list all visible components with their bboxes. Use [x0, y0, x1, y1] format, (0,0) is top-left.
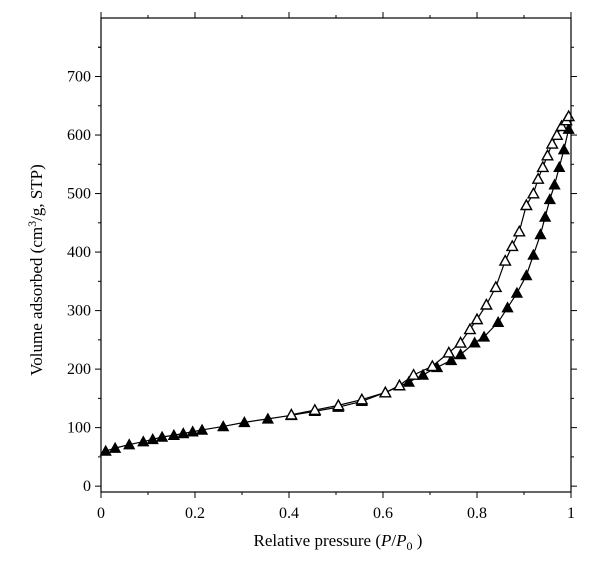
- y-axis-title-suffix: /g, STP): [27, 164, 46, 221]
- adsorption-point: [510, 286, 524, 298]
- x-axis-title: Relative pressure (P/P0 ): [254, 531, 423, 553]
- adsorption-point: [557, 143, 571, 155]
- adsorption-point: [468, 336, 481, 348]
- desorption-point: [550, 128, 564, 140]
- desorption-point: [463, 322, 477, 335]
- markers-layer: [99, 109, 576, 456]
- y-tick-label: 500: [67, 186, 91, 203]
- adsorption-point: [123, 438, 136, 450]
- desorption-point: [470, 312, 484, 325]
- desorption-point: [526, 186, 540, 199]
- x-axis-title-suffix: ): [413, 531, 423, 550]
- desorption-point: [425, 359, 439, 372]
- ticks-layer: 0 0.2 0.4 0.6 0.8 1 0 100 200 300 400 500 600 700: [67, 12, 577, 522]
- plot-frame: [100, 17, 572, 493]
- y-axis-title-superscript: 3: [25, 221, 39, 227]
- adsorption-point: [454, 348, 467, 360]
- adsorption-point: [553, 160, 566, 172]
- y-tick-label: 0: [83, 478, 91, 495]
- x-axis-title-subscript: 0: [407, 539, 413, 553]
- desorption-point: [454, 336, 468, 348]
- adsorption-point: [543, 193, 556, 205]
- adsorption-point: [155, 430, 169, 442]
- y-tick-label: 400: [67, 244, 91, 261]
- adsorption-point: [177, 427, 190, 439]
- adsorption-point: [238, 416, 251, 428]
- desorption-point: [284, 408, 298, 420]
- desorption-point: [479, 298, 493, 310]
- x-tick-label: 0.2: [185, 505, 205, 522]
- x-tick-label: 1: [567, 505, 575, 522]
- desorption-point: [545, 137, 559, 149]
- adsorption-point: [527, 248, 540, 260]
- y-axis-title-prefix: Volume adsorbed (cm: [27, 227, 46, 376]
- y-tick-label: 700: [67, 69, 91, 86]
- adsorption-point: [520, 269, 533, 281]
- adsorption-point: [137, 435, 150, 447]
- adsorption-point: [445, 354, 458, 366]
- desorption-point: [512, 224, 526, 237]
- adsorption-point: [99, 444, 112, 456]
- x-axis-title-var2: P: [395, 531, 406, 550]
- y-axis-title: Volume adsorbed (cm3/g, STP): [25, 164, 46, 376]
- desorption-point: [407, 368, 421, 380]
- adsorption-point: [186, 425, 199, 437]
- adsorption-point: [261, 412, 274, 424]
- adsorption-point: [548, 178, 561, 190]
- desorption-point: [308, 403, 322, 416]
- x-axis-title-prefix: Relative pressure (: [254, 531, 382, 550]
- desorption-point: [489, 280, 503, 293]
- desorption-point: [541, 148, 554, 161]
- x-tick-label: 0.4: [279, 505, 299, 522]
- desorption-point: [562, 109, 576, 122]
- desorption-point: [331, 398, 345, 411]
- x-axis-title-slash: /: [391, 531, 396, 550]
- desorption-point: [519, 198, 533, 211]
- adsorption-point: [217, 420, 230, 432]
- y-tick-label: 200: [67, 361, 91, 378]
- desorption-point: [536, 160, 550, 173]
- adsorption-point: [195, 423, 209, 435]
- x-tick-label: 0.8: [467, 505, 487, 522]
- adsorption-point: [492, 315, 505, 328]
- adsorption-point: [477, 330, 491, 342]
- adsorption-point: [539, 210, 552, 222]
- adsorption-point: [501, 301, 514, 313]
- desorption-point: [555, 119, 569, 132]
- adsorption-point: [402, 375, 415, 387]
- y-tick-label: 300: [67, 303, 91, 320]
- desorption-point: [531, 172, 545, 184]
- x-tick-label: 0.6: [373, 505, 393, 522]
- adsorption-point: [534, 228, 547, 240]
- y-tick-label: 100: [67, 420, 91, 437]
- x-axis-title-var1: P: [380, 531, 391, 550]
- adsorption-point: [108, 441, 122, 453]
- desorption-point: [505, 239, 519, 252]
- desorption-point: [355, 392, 369, 405]
- x-tick-label: 0: [97, 505, 105, 522]
- adsorption-point: [416, 368, 430, 380]
- y-tick-label: 600: [67, 127, 91, 144]
- desorption-point: [378, 385, 392, 398]
- desorption-point: [442, 346, 456, 358]
- desorption-point: [392, 378, 406, 391]
- desorption-point: [498, 254, 512, 266]
- adsorption-point: [167, 428, 180, 440]
- adsorption-point: [146, 433, 159, 445]
